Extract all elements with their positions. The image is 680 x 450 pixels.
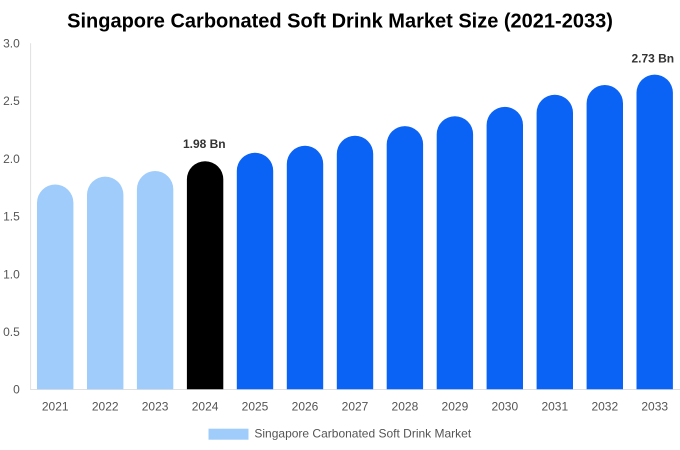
svg-text:2025: 2025: [242, 400, 269, 414]
svg-text:3.0: 3.0: [3, 37, 20, 51]
svg-text:2021: 2021: [42, 400, 69, 414]
svg-text:2028: 2028: [392, 400, 419, 414]
svg-text:1.0: 1.0: [3, 267, 20, 281]
svg-text:2.5: 2.5: [3, 94, 20, 108]
svg-text:2030: 2030: [491, 400, 518, 414]
svg-text:2029: 2029: [442, 400, 469, 414]
svg-text:0: 0: [13, 383, 20, 397]
svg-text:2024: 2024: [192, 400, 219, 414]
svg-text:2026: 2026: [292, 400, 319, 414]
svg-text:2033: 2033: [641, 400, 668, 414]
svg-text:2032: 2032: [591, 400, 618, 414]
svg-text:Singapore Carbonated Soft Drin: Singapore Carbonated Soft Drink Market: [254, 427, 471, 441]
svg-text:1.98 Bn: 1.98 Bn: [183, 137, 226, 151]
svg-text:2027: 2027: [342, 400, 369, 414]
svg-text:2.0: 2.0: [3, 152, 20, 166]
svg-text:2022: 2022: [92, 400, 119, 414]
svg-text:2.73 Bn: 2.73 Bn: [631, 52, 674, 66]
svg-text:2031: 2031: [541, 400, 568, 414]
svg-text:Singapore Carbonated Soft Drin: Singapore Carbonated Soft Drink Market S…: [67, 11, 613, 33]
svg-text:0.5: 0.5: [3, 325, 20, 339]
svg-text:1.5: 1.5: [3, 210, 20, 224]
svg-text:2023: 2023: [142, 400, 169, 414]
